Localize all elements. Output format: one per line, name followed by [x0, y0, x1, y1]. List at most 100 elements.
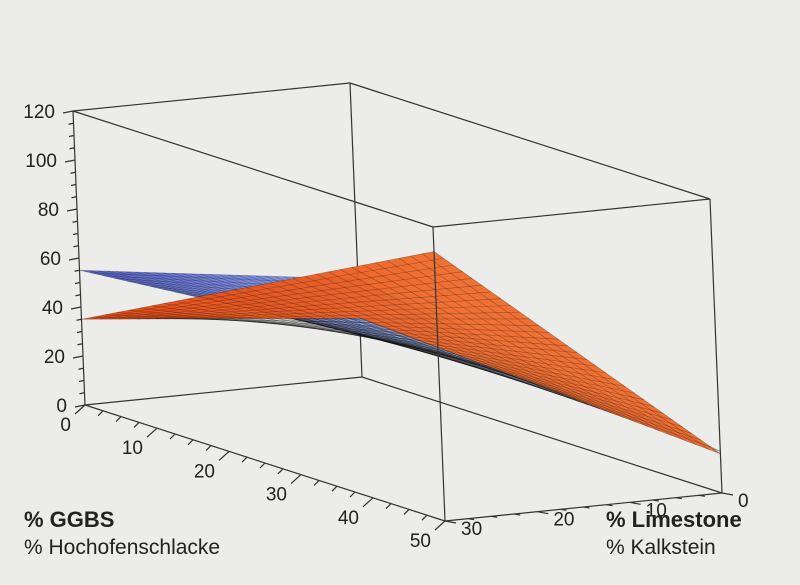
grid-line: [257, 318, 616, 380]
x-tick-mark: [434, 520, 446, 531]
grid-line: [350, 317, 711, 448]
z-minor-tick: [74, 269, 80, 272]
plane-fill: [81, 251, 721, 454]
z-minor-tick: [76, 330, 83, 334]
grid-line: [340, 317, 702, 441]
x-axis-title: % GGBS % Hochofenschlacke: [24, 506, 220, 562]
x-tick-label: 30: [266, 485, 287, 506]
y-axis-label: % Limestone: [606, 507, 742, 532]
z-minor-tick: [70, 171, 76, 174]
grid-line: [163, 303, 444, 351]
grid-line: [198, 296, 480, 364]
grid-line: [175, 300, 456, 355]
z-minor-tick: [71, 196, 77, 199]
z-tick-label: 120: [23, 102, 55, 123]
x-tick-mark: [290, 474, 302, 485]
x-minor-tick: [241, 456, 248, 463]
z-tick-mark: [70, 306, 82, 310]
grid-line: [303, 318, 664, 414]
grid-line: [222, 291, 505, 373]
grid-line: [125, 271, 486, 369]
z-tick-label: 0: [56, 396, 67, 417]
grid-line: [144, 272, 505, 376]
grid-line: [146, 298, 501, 320]
grid-line: [248, 318, 606, 374]
y-minor-tick: [491, 515, 498, 518]
grid-line: [375, 262, 661, 432]
x-tick-mark: [218, 450, 230, 461]
x-tick-mark: [146, 427, 158, 438]
z-minor-tick: [75, 294, 81, 297]
z-minor-tick: [68, 134, 75, 138]
x-tick-mark: [74, 404, 86, 415]
grid-line: [316, 273, 601, 409]
grid-line: [322, 318, 683, 428]
z-tick-label: 40: [42, 298, 63, 319]
grid-line: [140, 307, 420, 342]
z-minor-tick: [72, 232, 79, 236]
y-minor-tick: [560, 508, 567, 511]
grid-line: [331, 318, 692, 434]
grid-line: [116, 312, 396, 333]
x-minor-tick: [97, 410, 104, 417]
plane-grid: [81, 251, 721, 455]
z-minor-tick: [69, 147, 75, 150]
grid-line: [245, 287, 529, 382]
grid-line: [93, 316, 372, 324]
x-tick-label: 50: [410, 531, 431, 552]
z-minor-tick: [74, 281, 81, 285]
x-tick-mark: [362, 497, 374, 508]
box-edge: [72, 82, 351, 112]
z-tick-mark: [66, 208, 78, 212]
z-minor-tick: [77, 343, 83, 346]
grid-line: [81, 317, 360, 320]
z-tick-label: 20: [44, 347, 65, 368]
grid-line: [339, 269, 625, 418]
x-minor-tick: [133, 421, 140, 428]
grid-line: [201, 318, 559, 340]
x-tick-label: 40: [338, 508, 359, 529]
grid-line: [211, 318, 568, 347]
z-minor-tick: [73, 245, 79, 248]
grid-line: [328, 271, 613, 414]
grid-line: [155, 305, 511, 320]
grid-line: [128, 309, 408, 337]
grid-line: [153, 272, 514, 379]
grid-line: [285, 318, 645, 401]
grid-line: [294, 318, 654, 407]
grid-line: [359, 317, 721, 455]
z-tick-label: 100: [25, 151, 57, 172]
y-tick-mark: [629, 501, 641, 505]
y-tick-label: 20: [553, 510, 574, 531]
grid-line: [187, 298, 468, 360]
grid-line: [410, 255, 697, 446]
z-tick-mark: [62, 110, 74, 114]
grid-line: [90, 257, 444, 320]
x-minor-tick: [403, 508, 410, 515]
box-edge: [349, 82, 711, 200]
grid-line: [220, 318, 578, 353]
z-minor-tick: [70, 183, 77, 187]
grid-line: [183, 318, 540, 326]
grid-line: [313, 318, 673, 421]
z-minor-tick: [68, 122, 74, 125]
x-minor-tick: [421, 514, 428, 521]
y-tick-label: 0: [738, 491, 749, 512]
y-minor-tick: [467, 518, 475, 521]
z-minor-tick: [76, 318, 82, 321]
z-minor-tick: [79, 392, 85, 395]
surface-plane-2: [81, 251, 721, 455]
x-axis-label: % GGBS: [24, 507, 115, 532]
y-minor-tick: [698, 494, 706, 497]
x-minor-tick: [349, 491, 356, 498]
y-minor-tick: [652, 499, 659, 502]
z-tick-mark: [72, 355, 84, 359]
box-edge: [432, 198, 711, 228]
x-minor-tick: [205, 445, 212, 452]
z-tick-mark: [74, 404, 86, 408]
grid-line: [104, 314, 384, 328]
box-edge: [84, 376, 363, 406]
y-minor-tick: [514, 513, 521, 516]
